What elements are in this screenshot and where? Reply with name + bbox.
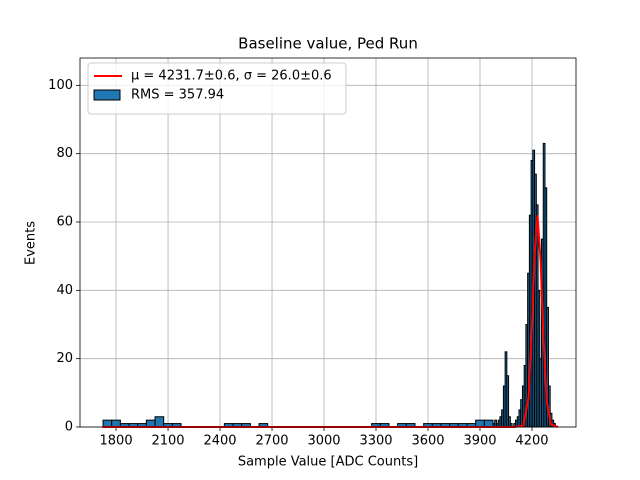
y-tick-label: 80 [56,146,73,161]
histogram-bar [102,419,113,428]
histogram-bar [483,419,494,428]
x-tick-label: 1800 [100,434,133,449]
x-tick-label: 2100 [151,434,184,449]
plot-frame [79,57,577,428]
x-tick-label: 3900 [463,434,496,449]
legend-swatch [93,89,121,101]
y-tick-label: 40 [56,283,73,298]
x-tick-label: 2700 [255,434,288,449]
legend-label: μ = 4231.7±0.6, σ = 26.0±0.6 [131,69,332,84]
x-tick-label: 3600 [411,434,444,449]
y-tick-label: 0 [65,420,73,435]
x-tick-label: 3000 [307,434,340,449]
x-axis-label: Sample Value [ADC Counts] [238,455,418,470]
histogram-bar [154,416,165,428]
histogram-bar [475,419,485,428]
x-tick-label: 3300 [359,434,392,449]
chart-title: Baseline value, Ped Run [238,35,418,53]
legend-label: RMS = 357.94 [131,88,224,103]
histogram-bar [145,419,156,428]
x-tick-label: 4200 [515,434,548,449]
legend-box [87,62,347,115]
y-axis-label: Events [24,221,39,265]
x-tick-label: 2400 [203,434,236,449]
y-tick-label: 60 [56,215,73,230]
y-tick-label: 20 [56,351,73,366]
y-tick-label: 100 [48,78,73,93]
legend: μ = 4231.7±0.6, σ = 26.0±0.6 RMS = 357.94 [87,62,347,115]
fit-line [102,215,559,428]
histogram-bar [111,419,121,428]
